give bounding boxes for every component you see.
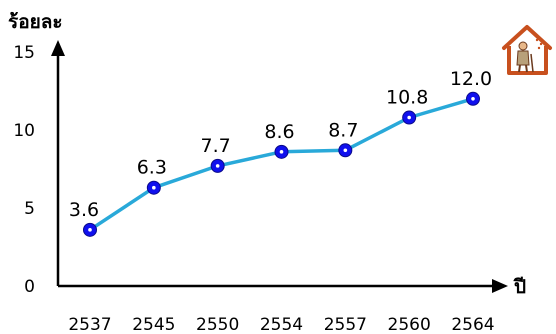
data-point (83, 222, 97, 237)
data-point (338, 143, 353, 158)
data-label: 12.0 (450, 68, 492, 90)
elderly-person-house-icon (502, 25, 552, 75)
data-label: 8.6 (264, 121, 294, 143)
data-label: 8.7 (328, 119, 358, 141)
data-point (402, 110, 417, 125)
data-points (83, 91, 480, 237)
x-tick-label: 2554 (260, 315, 303, 334)
x-tick-label: 2564 (451, 315, 494, 334)
data-point (274, 144, 289, 159)
x-tick-label: 2545 (132, 315, 175, 334)
x-tick-labels: 2537 2545 2550 2554 2557 2560 2564 (68, 315, 494, 334)
data-label: 3.6 (69, 199, 99, 221)
data-labels: 3.6 6.3 7.7 8.6 8.7 10.8 12.0 (69, 68, 492, 221)
x-axis-title: ปี (513, 276, 526, 298)
x-axis-arrow (492, 279, 508, 293)
x-tick-label: 2557 (324, 315, 367, 334)
y-tick-label: 0 (24, 277, 35, 297)
y-tick-labels: 0 5 10 15 (13, 43, 35, 297)
y-tick-label: 5 (24, 199, 35, 219)
x-tick-label: 2560 (388, 315, 431, 334)
x-tick-label: 2537 (68, 315, 111, 334)
data-point (146, 180, 161, 195)
y-tick-label: 10 (13, 121, 35, 141)
x-tick-label: 2550 (196, 315, 239, 334)
data-point (466, 91, 480, 106)
data-label: 10.8 (386, 87, 428, 109)
data-label: 7.7 (201, 135, 231, 157)
y-tick-label: 15 (13, 43, 35, 63)
data-point (210, 158, 225, 173)
y-axis-title: ร้อยละ (8, 11, 63, 33)
data-label: 6.3 (137, 157, 167, 179)
y-axis-arrow (51, 40, 65, 56)
